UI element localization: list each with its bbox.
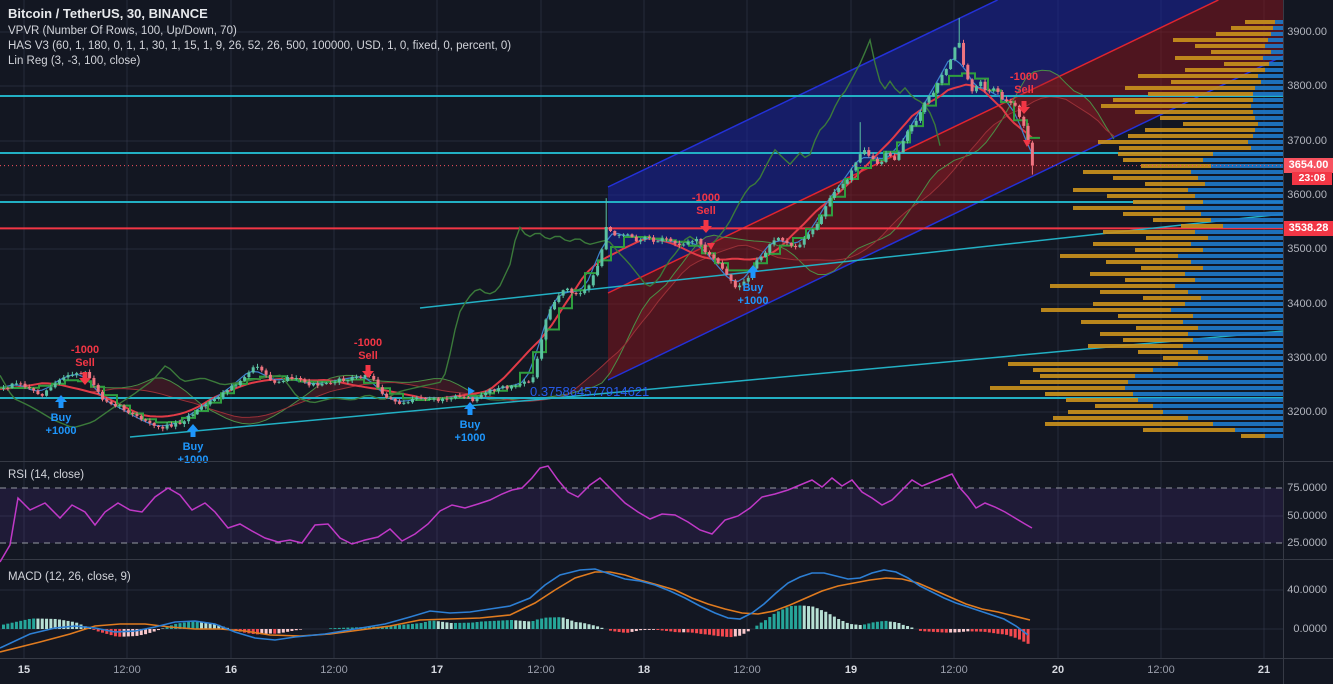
sell-signal[interactable] <box>700 220 712 233</box>
svg-text:Buy: Buy <box>183 441 205 453</box>
trendline-value-text: 0.375864577914621 <box>530 384 649 399</box>
alert-price-label: 3538.28 <box>1284 221 1333 236</box>
signal-triangle-mark <box>1023 140 1031 147</box>
buy-signal[interactable] <box>55 395 67 408</box>
macd-histogram <box>2 605 1030 644</box>
price-tick: 3500.00 <box>1287 243 1327 255</box>
price-tick: 3900.00 <box>1287 26 1327 38</box>
has-v3-cloud <box>90 70 1114 424</box>
svg-text:-1000: -1000 <box>1010 71 1038 83</box>
svg-text:-1000: -1000 <box>692 192 720 204</box>
sell-signal[interactable] <box>362 365 374 378</box>
rsi-band <box>0 488 1283 543</box>
time-tick-day: 17 <box>430 664 444 676</box>
price-tick: 3200.00 <box>1287 406 1327 418</box>
buy-signal[interactable] <box>747 265 759 278</box>
rsi-line <box>0 465 1033 563</box>
price-tick: 3600.00 <box>1287 189 1327 201</box>
signal-triangle-mark <box>468 387 475 395</box>
time-tick-hour: 12:00 <box>733 664 761 676</box>
time-tick-hour: 12:00 <box>320 664 348 676</box>
time-tick-hour: 12:00 <box>940 664 968 676</box>
svg-text:Buy: Buy <box>743 282 765 294</box>
time-tick-day: 19 <box>844 664 858 676</box>
svg-text:Sell: Sell <box>1014 84 1034 96</box>
signal-triangle-mark <box>707 243 715 250</box>
svg-text:-1000: -1000 <box>354 337 382 349</box>
price-tick: 3800.00 <box>1287 80 1327 92</box>
time-tick-day: 21 <box>1257 664 1271 676</box>
rsi-tick: 25.0000 <box>1287 537 1327 549</box>
time-tick-day: 20 <box>1051 664 1065 676</box>
macd-tick: 0.0000 <box>1293 623 1327 635</box>
time-tick-day: 15 <box>17 664 31 676</box>
svg-text:-1000: -1000 <box>71 344 99 356</box>
svg-text:+1000: +1000 <box>178 454 209 466</box>
rsi-pane-label[interactable]: RSI (14, close) <box>8 469 85 481</box>
time-axis[interactable]: 15 12:00 16 12:00 17 12:00 18 12:00 19 12:00 20 12:… <box>0 658 1333 684</box>
current-price-label: 3654.00 <box>1284 158 1333 173</box>
macd-pane-label[interactable]: MACD (12, 26, close, 9) <box>8 571 131 583</box>
svg-text:Buy: Buy <box>51 412 73 424</box>
svg-text:+1000: +1000 <box>455 432 486 444</box>
svg-text:Sell: Sell <box>358 350 378 362</box>
svg-text:Sell: Sell <box>696 205 716 217</box>
price-tick: 3300.00 <box>1287 352 1327 364</box>
sell-signal[interactable] <box>1018 101 1030 114</box>
trendline[interactable] <box>129 330 1284 438</box>
chikou-line <box>0 37 941 428</box>
buy-signal[interactable] <box>187 424 199 437</box>
bar-countdown-label: 23:08 <box>1292 172 1332 185</box>
macd-line <box>0 568 1029 649</box>
svg-text:+1000: +1000 <box>46 425 77 437</box>
sell-signal[interactable] <box>79 372 91 385</box>
price-axis[interactable]: 3900.00 3800.00 3700.00 3600.00 3500.00 3400.… <box>1283 0 1333 684</box>
buy-signal[interactable] <box>464 402 476 415</box>
time-tick-day: 16 <box>224 664 238 676</box>
time-tick-day: 18 <box>637 664 651 676</box>
svg-text:Sell: Sell <box>75 357 95 369</box>
price-tick: 3700.00 <box>1287 135 1327 147</box>
macd-signal-line <box>0 571 1031 653</box>
svg-text:+1000: +1000 <box>738 295 769 307</box>
svg-text:Buy: Buy <box>460 419 482 431</box>
volume-profile <box>990 20 1283 438</box>
time-tick-hour: 12:00 <box>1147 664 1175 676</box>
price-tick: 3400.00 <box>1287 298 1327 310</box>
ma-red-line <box>0 83 1033 418</box>
macd-tick: 40.0000 <box>1287 584 1327 596</box>
rsi-tick: 50.0000 <box>1287 510 1327 522</box>
time-tick-hour: 12:00 <box>527 664 555 676</box>
time-tick-hour: 12:00 <box>113 664 141 676</box>
rsi-tick: 75.0000 <box>1287 482 1327 494</box>
